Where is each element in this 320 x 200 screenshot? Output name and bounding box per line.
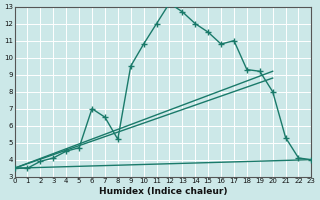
X-axis label: Humidex (Indice chaleur): Humidex (Indice chaleur) <box>99 187 227 196</box>
